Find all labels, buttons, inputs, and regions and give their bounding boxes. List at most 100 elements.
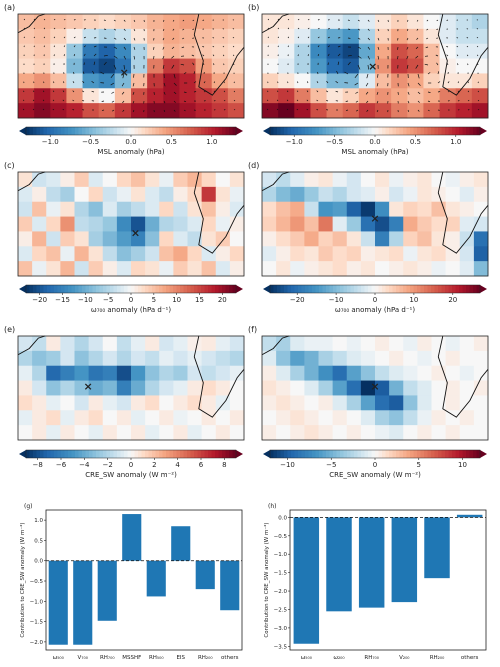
- heatmap-cell: [360, 172, 376, 188]
- wind-arrow: [233, 90, 236, 93]
- heatmap-cell: [471, 103, 489, 119]
- colorbar-segment: [350, 127, 355, 135]
- heatmap-cell: [46, 365, 61, 381]
- wind-arrow: [53, 36, 56, 39]
- colorbar-segment: [155, 127, 160, 135]
- colorbar-segment: [403, 127, 407, 135]
- heatmap-cell: [18, 103, 35, 119]
- wind-arrow: [426, 19, 429, 22]
- heatmap-cell: [187, 261, 203, 277]
- colorbar-segment: [385, 285, 390, 293]
- wind-arrow: [467, 109, 470, 111]
- heatmap-cell: [131, 201, 146, 217]
- colorbar-segment: [389, 450, 393, 458]
- wind-arrow: [82, 99, 85, 102]
- cyclone-center-marker: ×: [368, 60, 377, 73]
- heatmap-cell: [50, 14, 67, 30]
- wind-arrow: [416, 37, 419, 40]
- colorbar-segment: [445, 127, 449, 135]
- wind-arrow: [63, 36, 66, 39]
- colorbar-segment: [291, 127, 295, 135]
- colorbar-segment: [319, 285, 323, 293]
- heatmap-cell: [375, 395, 390, 411]
- colorbar-segment: [280, 450, 285, 458]
- heatmap-cell: [332, 425, 348, 441]
- heatmap-cell: [403, 231, 418, 247]
- colorbar-segment: [424, 127, 428, 135]
- colorbar-segment: [340, 285, 344, 293]
- colorbar-segment: [459, 450, 463, 458]
- colorbar-segment: [427, 285, 432, 293]
- colorbar-segment: [120, 450, 125, 458]
- heatmap-cell: [88, 350, 104, 367]
- heatmap-cell: [262, 231, 277, 247]
- wind-arrow: [182, 37, 185, 40]
- colorbar-segment: [396, 285, 400, 293]
- wind-arrow: [316, 90, 319, 93]
- wind-arrow: [397, 46, 399, 50]
- heatmap-cell: [358, 88, 376, 104]
- wind-arrow: [296, 99, 299, 102]
- wind-arrow: [162, 64, 165, 69]
- wind-arrow: [437, 91, 441, 93]
- wind-arrow: [33, 45, 35, 48]
- heatmap-cell: [375, 88, 392, 104]
- heatmap-cell: [131, 410, 146, 426]
- heatmap-cell: [50, 88, 67, 104]
- heatmap-cell: [60, 172, 75, 188]
- y-tick-label: −3.5: [274, 644, 288, 650]
- heatmap-cell: [74, 246, 90, 262]
- heatmap-cell: [318, 336, 334, 352]
- wind-arrow: [73, 71, 75, 75]
- colorbar-segment: [155, 450, 160, 458]
- colorbar-segment: [47, 127, 51, 135]
- heatmap-cell: [445, 246, 461, 262]
- wind-arrow: [202, 54, 205, 57]
- heatmap-cell: [46, 380, 61, 396]
- colorbar-segment: [417, 450, 421, 458]
- heatmap-cell: [294, 103, 311, 119]
- heatmap-cell: [18, 395, 33, 411]
- heatmap-cell: [346, 350, 362, 367]
- wind-arrow: [466, 54, 469, 57]
- wind-arrow: [112, 109, 115, 112]
- wind-arrow: [345, 109, 349, 111]
- colorbar-segment: [138, 450, 142, 458]
- wind-arrow: [183, 91, 187, 93]
- bar-category-label: ω₅₀₀: [301, 655, 313, 661]
- panel-f: ×: [261, 335, 489, 441]
- heatmap-cell: [163, 73, 180, 89]
- heatmap-cell: [201, 246, 217, 262]
- colorbar-segment: [183, 450, 188, 458]
- colorbar-segment: [469, 450, 474, 458]
- wind-arrow: [317, 19, 320, 21]
- heatmap-cell: [332, 410, 348, 426]
- coastline: [17, 171, 245, 254]
- colorbar-tick-label: 0: [129, 296, 133, 304]
- heatmap-cell: [46, 425, 61, 441]
- wind-arrow: [297, 45, 300, 48]
- heatmap-cell: [66, 43, 83, 59]
- heatmap-cell: [18, 350, 33, 367]
- heatmap-cell: [304, 261, 319, 277]
- colorbar-segment: [473, 285, 477, 293]
- heatmap-cell: [304, 186, 319, 203]
- wind-arrow: [446, 45, 449, 48]
- wind-arrow: [296, 108, 299, 111]
- colorbar-segment: [187, 450, 191, 458]
- colorbar-segment: [225, 285, 230, 293]
- colorbar-segment: [78, 127, 83, 135]
- wind-arrow: [23, 36, 25, 39]
- heatmap-cell: [403, 380, 418, 396]
- wind-arrow: [297, 36, 300, 39]
- heatmap-cell: [473, 336, 489, 352]
- heatmap-cell: [431, 410, 447, 426]
- bar-category-label: ω₅₀₀: [53, 655, 65, 661]
- colorbar-segment: [50, 285, 55, 293]
- colorbar-extend-high: [236, 450, 243, 458]
- heatmap-cell: [60, 425, 75, 441]
- heatmap-cell: [211, 73, 229, 89]
- colorbar-segment: [204, 450, 209, 458]
- colorbar-segment: [29, 285, 34, 293]
- colorbar-segment: [169, 450, 174, 458]
